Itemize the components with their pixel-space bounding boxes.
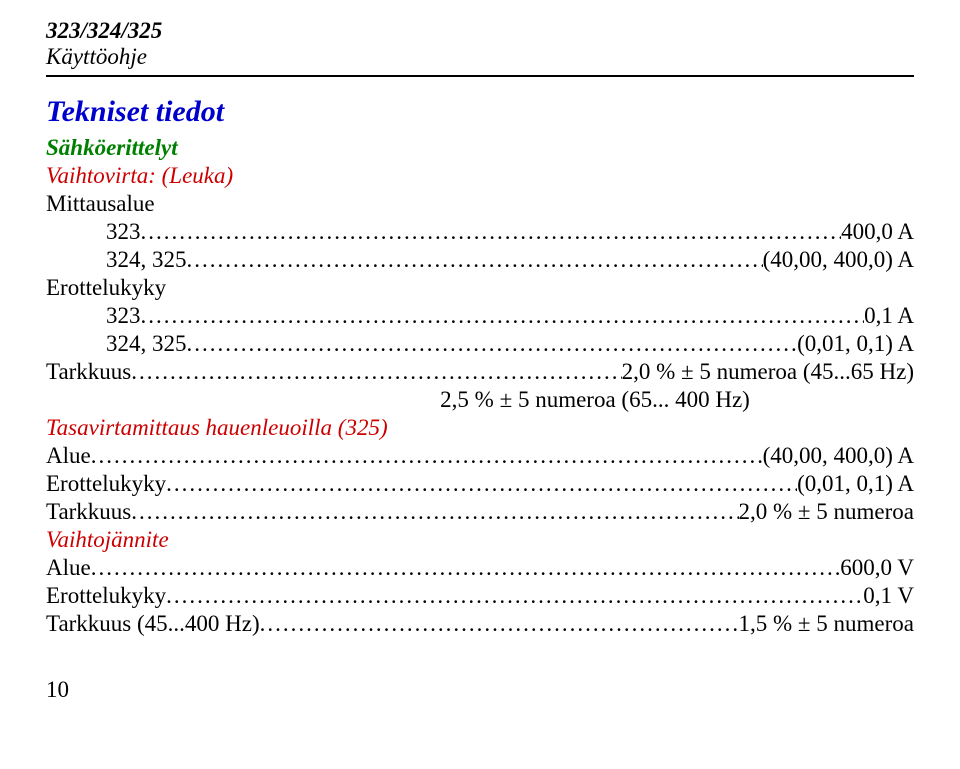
- row-left: Erottelukyky: [46, 583, 166, 609]
- leader-dots: [187, 331, 798, 357]
- leader-dots: [141, 303, 865, 329]
- row-left: Alue: [46, 443, 91, 469]
- section-electrical-heading: Sähköerittelyt: [46, 135, 914, 161]
- row-right: (40,00, 400,0) A: [763, 247, 914, 273]
- row-left: Tarkkuus: [46, 499, 131, 525]
- leader-dots: [166, 471, 797, 497]
- page-number: 10: [46, 677, 914, 703]
- resolution-label: Erottelukyky: [46, 275, 914, 301]
- row-323-range: 323 400,0 A: [46, 219, 914, 245]
- row-left: Tarkkuus: [46, 359, 131, 385]
- row-right: 2,0 % ± 5 numeroa (45...65 Hz): [622, 359, 914, 385]
- row-acv-accuracy: Tarkkuus (45...400 Hz) 1,5 % ± 5 numeroa: [46, 611, 914, 637]
- row-323-resolution: 323 0,1 A: [46, 303, 914, 329]
- header-model: 323/324/325: [46, 18, 914, 44]
- leader-dots: [187, 247, 763, 273]
- header-subtitle: Käyttöohje: [46, 44, 914, 70]
- section-dc-jaws-heading: Tasavirtamittaus hauenleuoilla (325): [46, 415, 914, 441]
- row-acv-range: Alue 600,0 V: [46, 555, 914, 581]
- row-right: 2,0 % ± 5 numeroa: [739, 499, 915, 525]
- row-left: Alue: [46, 555, 91, 581]
- row-right: 600,0 V: [840, 555, 914, 581]
- row-324-325-range: 324, 325 (40,00, 400,0) A: [46, 247, 914, 273]
- accuracy-note: 2,5 % ± 5 numeroa (65... 400 Hz): [46, 387, 914, 413]
- row-324-325-resolution: 324, 325 (0,01, 0,1) A: [46, 331, 914, 357]
- header-rule: [46, 75, 914, 77]
- row-right: (0,01, 0,1) A: [797, 471, 914, 497]
- row-left: Tarkkuus (45...400 Hz): [46, 611, 260, 637]
- row-left: 324, 325: [106, 331, 187, 357]
- row-right: 0,1 A: [864, 303, 914, 329]
- row-dc-resolution: Erottelukyky (0,01, 0,1) A: [46, 471, 914, 497]
- section-ac-voltage-heading: Vaihtojännite: [46, 527, 914, 553]
- section-ac-clamp-heading: Vaihtovirta: (Leuka): [46, 163, 914, 189]
- leader-dots: [91, 555, 841, 581]
- leader-dots: [260, 611, 739, 637]
- leader-dots: [166, 583, 863, 609]
- row-left: Erottelukyky: [46, 471, 166, 497]
- document-page: 323/324/325 Käyttöohje Tekniset tiedot S…: [0, 0, 960, 723]
- row-right: (0,01, 0,1) A: [797, 331, 914, 357]
- row-right: 1,5 % ± 5 numeroa: [739, 611, 915, 637]
- leader-dots: [141, 219, 842, 245]
- measurement-range-label: Mittausalue: [46, 191, 914, 217]
- row-acv-resolution: Erottelukyky 0,1 V: [46, 583, 914, 609]
- page-title: Tekniset tiedot: [46, 95, 914, 129]
- row-left: 323: [106, 219, 141, 245]
- row-left: 323: [106, 303, 141, 329]
- row-left: 324, 325: [106, 247, 187, 273]
- row-right: (40,00, 400,0) A: [763, 443, 914, 469]
- leader-dots: [91, 443, 763, 469]
- row-dc-accuracy: Tarkkuus 2,0 % ± 5 numeroa: [46, 499, 914, 525]
- row-right: 400,0 A: [841, 219, 914, 245]
- leader-dots: [131, 499, 738, 525]
- row-dc-range: Alue (40,00, 400,0) A: [46, 443, 914, 469]
- row-accuracy: Tarkkuus 2,0 % ± 5 numeroa (45...65 Hz): [46, 359, 914, 385]
- row-right: 0,1 V: [863, 583, 914, 609]
- leader-dots: [131, 359, 621, 385]
